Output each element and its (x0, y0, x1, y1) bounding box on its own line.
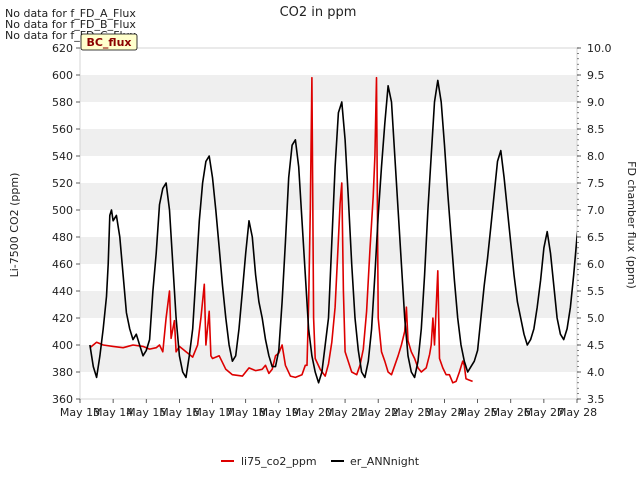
chart-title: CO2 in ppm (280, 5, 357, 20)
x-tick-label: May 27 (524, 406, 564, 419)
y-tick-label: 500 (52, 204, 73, 217)
y2-tick-label: 6.5 (587, 231, 605, 244)
y-tick-label: 520 (52, 177, 73, 190)
x-tick-label: May 15 (126, 406, 166, 419)
y-tick-label: 620 (52, 42, 73, 55)
grid-band (80, 345, 577, 372)
y2-tick-label: 8.0 (587, 150, 605, 163)
series-line-er_ANNnight (89, 79, 577, 384)
x-tick-label: May 21 (325, 406, 365, 419)
y2-tick-label: 9.0 (587, 96, 605, 109)
grid-bands (80, 75, 577, 372)
x-tick-label: May 13 (60, 406, 100, 419)
y-tick-label: 380 (52, 366, 73, 379)
x-tick-label: May 26 (491, 406, 531, 419)
y-tick-label: 600 (52, 69, 73, 82)
y-tick-label: 560 (52, 123, 73, 136)
grid-band (80, 183, 577, 210)
y2-tick-label: 7.5 (587, 177, 605, 190)
series-line-li75_co2_ppm (89, 76, 473, 384)
y-tick-label: 360 (52, 393, 73, 406)
x-tick-label: May 24 (424, 406, 464, 419)
no-data-notice-a: No data for f_FD_A_Flux (5, 7, 136, 20)
x-tick-label: May 14 (93, 406, 133, 419)
x-tick-label: May 25 (457, 406, 497, 419)
y-tick-label: 400 (52, 339, 73, 352)
y2-tick-label: 9.5 (587, 69, 605, 82)
legend: li75_co2_ppm er_ANNnight (221, 455, 420, 468)
y2-tick-label: 4.5 (587, 339, 605, 352)
x-tick-label: May 22 (358, 406, 398, 419)
y2-tick-label: 7.0 (587, 204, 605, 217)
y2-tick-label: 5.0 (587, 312, 605, 325)
y2-tick-label: 3.5 (587, 393, 605, 406)
x-tick-label: May 18 (226, 406, 266, 419)
site-badge-text: BC_flux (86, 36, 131, 49)
y-tick-label: 540 (52, 150, 73, 163)
x-tick-label: May 20 (292, 406, 332, 419)
grid-band (80, 129, 577, 156)
y-tick-label: 420 (52, 312, 73, 325)
x-tick-label: May 23 (391, 406, 431, 419)
plot-frame (79, 47, 578, 400)
y-axis-label: Li-7500 CO2 (ppm) (8, 173, 21, 278)
y-tick-label: 460 (52, 258, 73, 271)
legend-label-li75: li75_co2_ppm (241, 455, 317, 468)
y2-tick-label: 4.0 (587, 366, 605, 379)
x-tick-label: May 19 (259, 406, 299, 419)
y2-axis-label: FD chamber flux (ppm) (625, 161, 638, 289)
x-tick-label: May 17 (192, 406, 232, 419)
site-badge: BC_flux (80, 33, 138, 51)
no-data-notice-b: No data for f_FD_B_Flux (5, 18, 136, 31)
grid-band (80, 237, 577, 264)
x-tick-label: May 16 (159, 406, 199, 419)
y2-tick-label: 8.5 (587, 123, 605, 136)
y2-tick-label: 10.0 (587, 42, 612, 55)
y2-tick-label: 6.0 (587, 258, 605, 271)
y-tick-label: 480 (52, 231, 73, 244)
y-tick-label: 580 (52, 96, 73, 109)
y-tick-label: 440 (52, 285, 73, 298)
y2-tick-label: 5.5 (587, 285, 605, 298)
legend-label-er: er_ANNnight (350, 455, 420, 468)
grid-band (80, 75, 577, 102)
x-tick-label: May 28 (557, 406, 597, 419)
